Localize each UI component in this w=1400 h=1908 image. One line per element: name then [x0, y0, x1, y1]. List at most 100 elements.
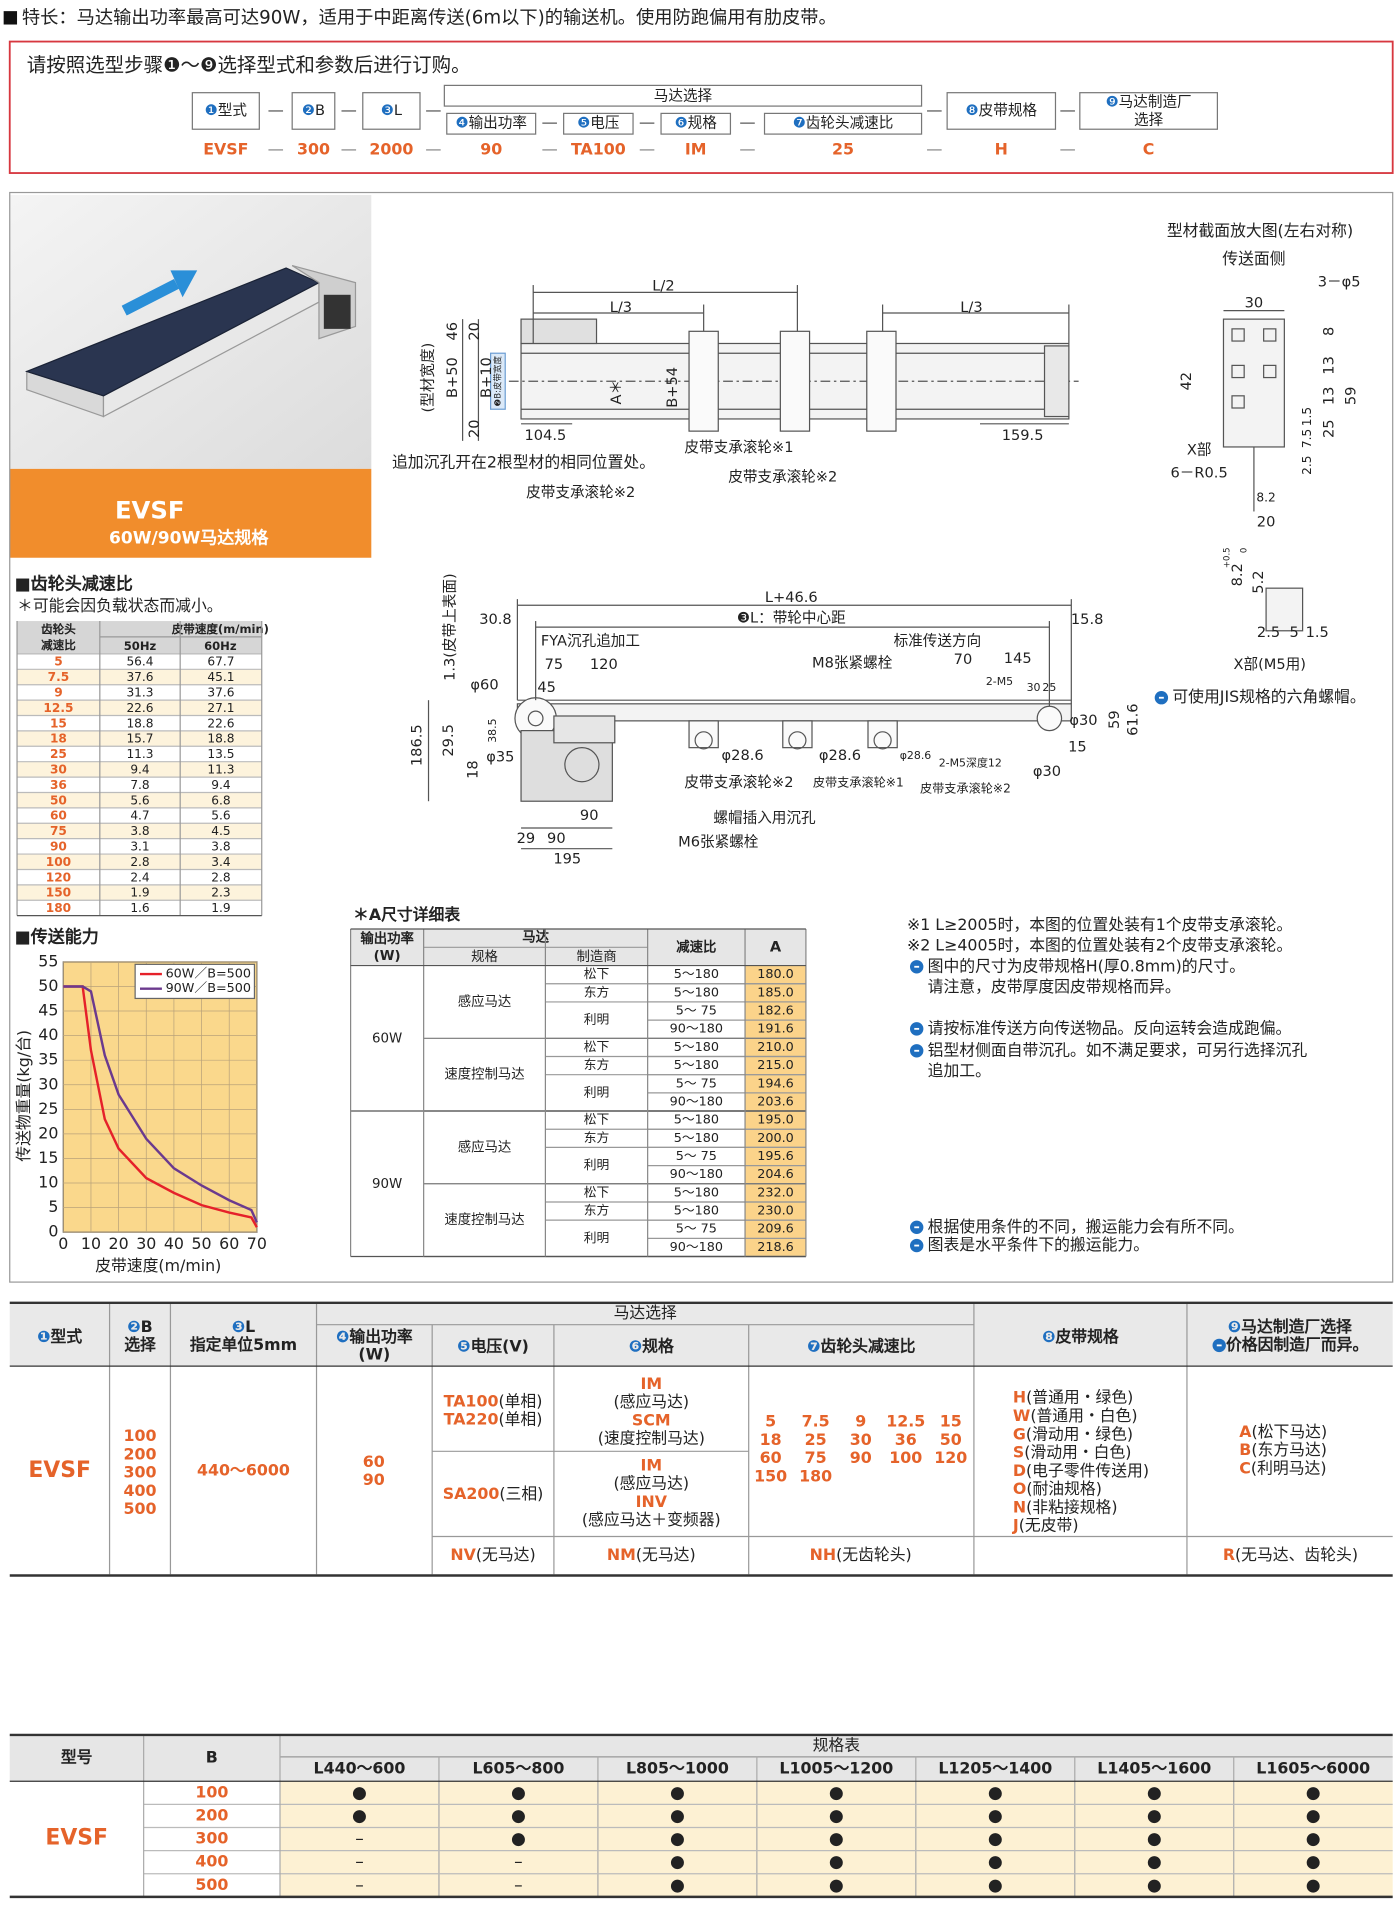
- header-cell: 价格因制造厂而异。: [1226, 1335, 1368, 1354]
- table-row: [17, 700, 262, 716]
- table-cell: 5～180: [674, 1040, 719, 1055]
- table-cell: 218.6: [757, 1240, 794, 1255]
- header-cell: ❼齿轮头减速比: [807, 1336, 915, 1355]
- step-box: [563, 112, 634, 135]
- dimension-label: 29: [517, 830, 536, 847]
- dimension-label: A＊: [608, 380, 625, 405]
- table-cell: 27.1: [207, 701, 234, 715]
- dimension-label: L+46.6: [765, 589, 818, 606]
- label-part: (无齿轮头): [836, 1544, 912, 1563]
- dimension-label: 2-M5深度12: [939, 755, 1002, 769]
- table-cell: 5～ 75: [676, 1149, 717, 1164]
- code-option: NH(无齿轮头): [810, 1544, 912, 1563]
- y-axis-label: 传送物重量(kg/台): [14, 1030, 33, 1162]
- dimension-label: ❸L：带轮中心距: [737, 610, 846, 627]
- table-cell: 194.6: [757, 1076, 794, 1091]
- dimension-label: 75: [545, 656, 564, 673]
- availability-mark: ●: [829, 1875, 844, 1895]
- table-cell: 3.8: [211, 839, 230, 853]
- table-cell: 200: [195, 1805, 228, 1824]
- label-part: L: [245, 1317, 255, 1336]
- dimension-label: 30: [1027, 681, 1041, 694]
- model-code: EVSF: [45, 1825, 108, 1850]
- availability-mark: ●: [1147, 1783, 1162, 1803]
- option: 7.5: [802, 1412, 830, 1431]
- label-part: ❹: [336, 1326, 349, 1345]
- table-cell: 300: [195, 1829, 228, 1848]
- table-cell: 7.5: [48, 670, 70, 684]
- availability-mark: –: [355, 1829, 364, 1849]
- dimension-label: 5: [1289, 624, 1298, 641]
- dimension-label: 120: [590, 656, 618, 673]
- table-cell: 204.6: [757, 1167, 794, 1182]
- code-option: NV(无马达): [450, 1544, 535, 1563]
- table-cell: 1.9: [130, 886, 149, 900]
- dimension-label: 145: [1004, 650, 1032, 667]
- option: (感应马达): [614, 1474, 690, 1493]
- table-cell: 5～180: [674, 1185, 719, 1200]
- table-cell: 400: [195, 1852, 228, 1871]
- table-row: [17, 761, 262, 778]
- table-cell: 90～180: [670, 1022, 723, 1037]
- option: 5: [765, 1412, 776, 1431]
- step-label: ❾马达制造厂: [1106, 93, 1192, 110]
- x-tick-label: 40: [164, 1234, 184, 1253]
- side-view-drawing: [427, 599, 1072, 850]
- header-cell: ❹输出功率: [336, 1326, 413, 1345]
- label-part: (滑动用・白色): [1024, 1442, 1131, 1461]
- step-box: [946, 92, 1057, 130]
- option: 9: [855, 1412, 866, 1431]
- note: ※2 L≥4005时，本图的位置处装有2个皮带支承滚轮。: [907, 936, 1292, 955]
- y-tick-label: 0: [48, 1222, 58, 1241]
- label-part: R: [1223, 1544, 1235, 1563]
- table-cell: 232.0: [757, 1185, 794, 1200]
- label-part: (非粘接规格): [1026, 1497, 1117, 1516]
- table-cell: 31.3: [126, 686, 153, 700]
- availability-mark: ●: [670, 1852, 685, 1872]
- availability-mark: ●: [1306, 1875, 1321, 1895]
- step-box: [362, 92, 421, 130]
- availability-mark: ●: [352, 1806, 367, 1826]
- header-cell: 马达: [522, 929, 549, 946]
- dimension-label: 皮带支承滚轮※1: [813, 774, 904, 789]
- option: 90: [363, 1470, 385, 1489]
- table-cell: 松下: [584, 967, 610, 982]
- table-cell: 速度控制马达: [444, 1212, 524, 1228]
- dimension-label: 7.5: [1300, 429, 1314, 448]
- dimension-label: φ28.6: [819, 747, 861, 764]
- availability-mark: ●: [670, 1783, 685, 1803]
- table-cell: 利明: [584, 1158, 610, 1173]
- label-part: ❽: [1042, 1326, 1055, 1345]
- code-option: B(东方马达): [1239, 1440, 1327, 1459]
- label-part: G: [1013, 1424, 1026, 1443]
- step-example: C: [1143, 139, 1155, 158]
- table-cell: 5～180: [674, 1131, 719, 1146]
- x-axis-label: 皮带速度(m/min): [95, 1256, 221, 1275]
- dimension-label: 20: [1257, 513, 1276, 530]
- option: 200: [123, 1444, 156, 1463]
- option: SCM: [632, 1410, 671, 1429]
- option: 120: [934, 1448, 967, 1467]
- table-row: [17, 792, 262, 808]
- table-cell: 500: [195, 1875, 228, 1894]
- label-part: J: [1012, 1515, 1019, 1534]
- note: 图中的尺寸为皮带规格H(厚0.8mm)的尺寸。: [928, 956, 1245, 975]
- availability-mark: ●: [829, 1783, 844, 1803]
- dimension-label: 皮带支承滚轮※2: [684, 774, 793, 791]
- dimension-label: 15: [1068, 739, 1087, 756]
- label-part: ❾: [1228, 1317, 1241, 1336]
- step-example: 90: [480, 139, 502, 158]
- step-label: 选择: [1134, 112, 1164, 129]
- label-part: SA200: [443, 1483, 500, 1502]
- table-cell: 松下: [584, 1113, 610, 1128]
- table-cell: 速度控制马达: [444, 1067, 524, 1083]
- table-cell: 5～180: [674, 1204, 719, 1219]
- header-cell: L1605～6000: [1256, 1759, 1370, 1778]
- dimension-label: 13: [1320, 387, 1337, 406]
- option: 100: [123, 1426, 156, 1445]
- option: 18: [760, 1430, 782, 1449]
- dimension-label: 皮带支承滚轮※2: [920, 781, 1011, 796]
- table-cell: 185.0: [757, 985, 794, 1000]
- table-cell: 25: [50, 747, 67, 761]
